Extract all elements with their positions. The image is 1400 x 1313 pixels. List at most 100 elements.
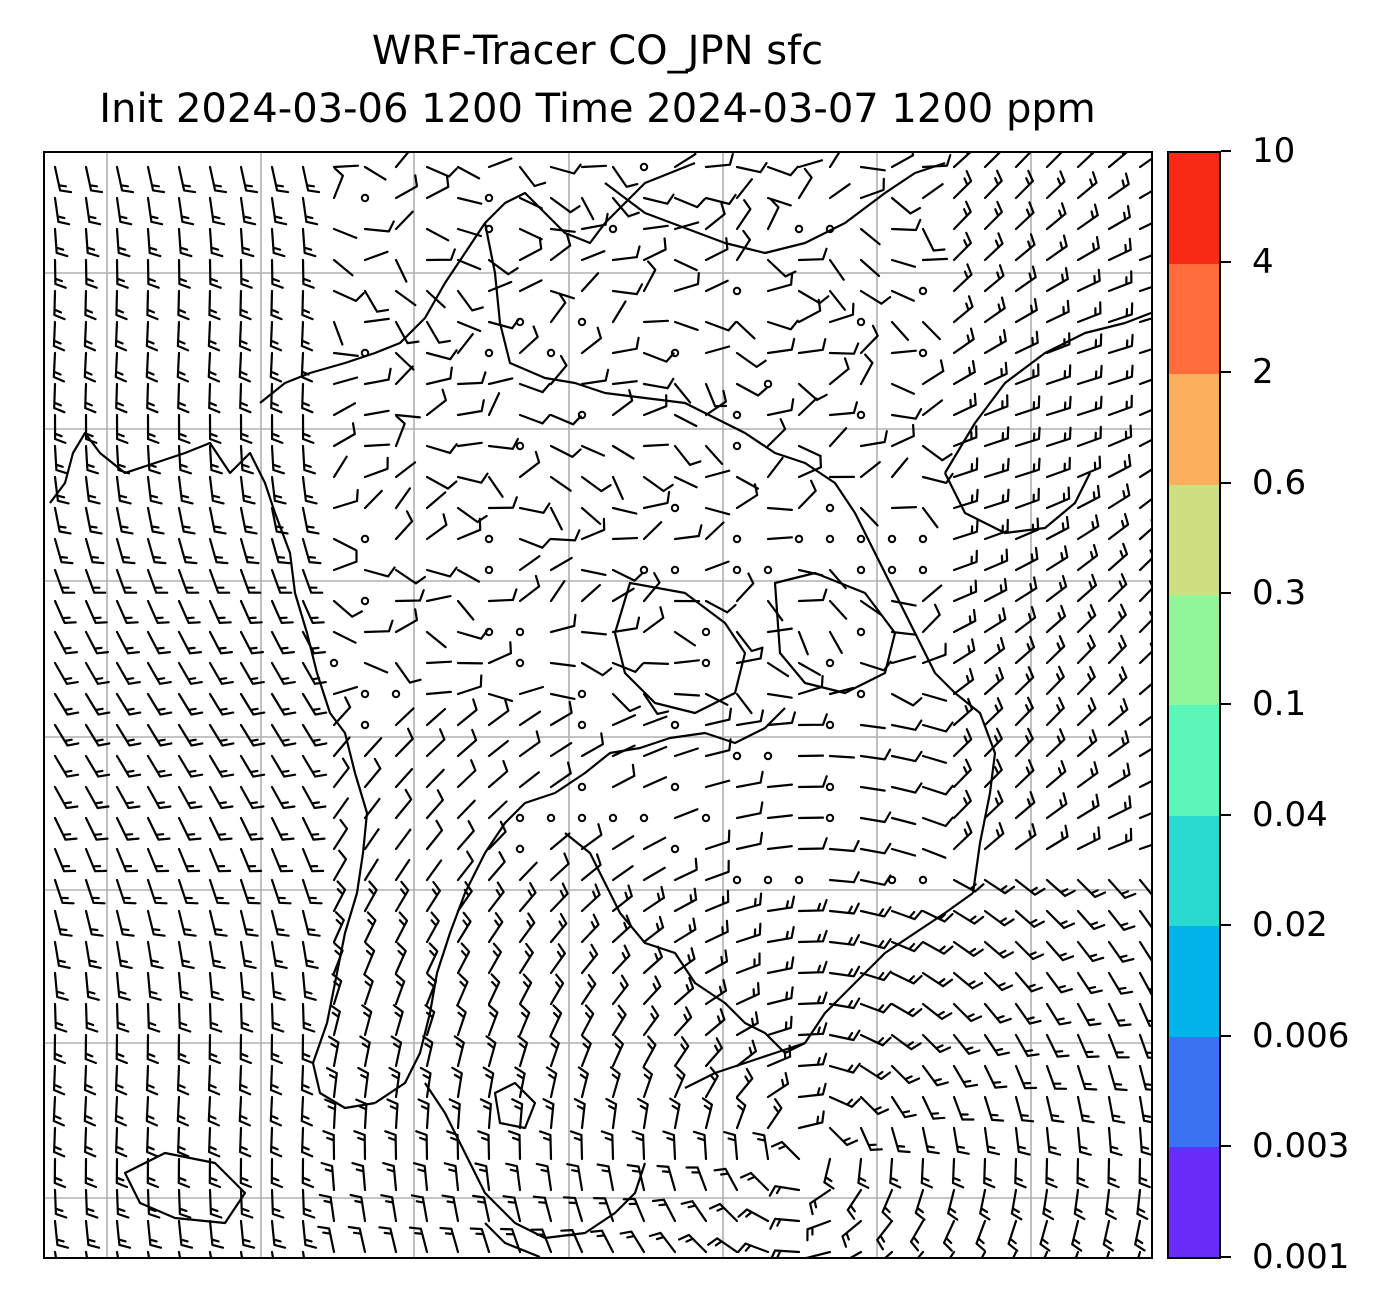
wind-barb	[890, 382, 915, 395]
wind-barb	[394, 828, 412, 851]
colorbar-tick-label: 0.3	[1252, 573, 1307, 614]
wind-barb	[83, 351, 96, 383]
wind-barb	[394, 210, 414, 231]
colorbar-segment	[1169, 594, 1219, 706]
wind-barb	[425, 942, 439, 975]
colorbar	[1167, 151, 1221, 1259]
wind-barb	[580, 853, 602, 882]
wind-barb	[363, 443, 391, 448]
wind-barb	[797, 479, 817, 510]
wind-barb	[208, 816, 233, 841]
wind-barb	[208, 475, 225, 505]
wind-barb	[53, 1033, 66, 1065]
wind-barb	[1045, 760, 1067, 789]
wind-barb	[580, 506, 602, 525]
wind-barb	[115, 723, 142, 747]
wind-barb	[239, 444, 254, 475]
wind-barb	[270, 196, 288, 226]
wind-barb	[797, 1052, 828, 1068]
wind-barb	[425, 819, 444, 851]
wind-barb	[270, 692, 297, 716]
wind-barb	[1107, 364, 1134, 386]
wind-barb	[53, 1188, 68, 1219]
wind-barb	[1107, 424, 1133, 448]
wind-barb	[456, 942, 471, 975]
wind-barb	[456, 517, 482, 541]
wind-barb	[269, 320, 283, 352]
wind-barb	[115, 1126, 128, 1158]
wind-barb	[270, 878, 292, 905]
wind-barb	[611, 568, 644, 582]
wind-barb	[1102, 1219, 1114, 1252]
wind-barb	[394, 608, 418, 634]
wind-barb	[84, 382, 97, 414]
colorbar-tick-label: 0.001	[1252, 1237, 1350, 1277]
wind-barb	[146, 785, 172, 810]
wind-barb	[208, 785, 234, 810]
wind-barb	[1014, 330, 1039, 355]
wind-barb	[332, 289, 365, 302]
wind-barb	[145, 320, 159, 352]
wind-barb	[239, 506, 258, 535]
wind-barb	[84, 692, 111, 716]
wind-barb	[549, 233, 572, 262]
wind-barb	[390, 1035, 403, 1068]
wind-barb	[52, 1064, 66, 1096]
wind-barb	[1138, 1126, 1151, 1156]
wind-barb	[456, 674, 483, 696]
wind-barb	[890, 289, 915, 302]
wind-barb	[456, 799, 476, 820]
wind-barb	[1107, 603, 1127, 634]
wind-barb	[441, 1194, 460, 1223]
wind-barb	[648, 1231, 677, 1254]
wind-barb	[115, 1002, 130, 1033]
wind-barb	[828, 871, 860, 884]
wind-barb	[456, 698, 478, 727]
calm-wind-marker	[360, 689, 370, 699]
calm-wind-marker	[825, 503, 835, 513]
wind-barb	[766, 165, 799, 177]
wind-barb	[301, 630, 326, 655]
wind-barb	[766, 319, 799, 331]
wind-barb	[177, 692, 204, 716]
calm-wind-marker	[670, 348, 680, 358]
wind-barb	[115, 227, 131, 258]
wind-barb	[735, 178, 753, 200]
wind-barb	[1045, 364, 1072, 386]
wind-barb	[580, 1035, 592, 1068]
wind-barb	[363, 409, 390, 417]
wind-barb	[425, 443, 458, 454]
wind-barb	[1076, 909, 1106, 931]
wind-barb	[239, 258, 253, 289]
colorbar-tick-label: 0.003	[1252, 1126, 1350, 1167]
wind-barb	[1107, 1002, 1132, 1027]
wind-barb	[301, 599, 325, 624]
wind-barb	[518, 555, 541, 572]
wind-barb	[704, 1008, 726, 1037]
wind-barb	[1138, 498, 1151, 510]
wind-barb	[239, 754, 266, 778]
wind-barb	[146, 382, 159, 414]
wind-barb	[239, 878, 261, 905]
wind-barb	[518, 710, 542, 727]
wind-barb	[425, 728, 446, 758]
wind-barb	[332, 376, 359, 386]
wind-barb	[456, 881, 473, 913]
wind-barb	[1014, 605, 1037, 634]
wind-barb	[508, 1130, 522, 1161]
calm-wind-marker	[360, 720, 370, 730]
wind-barb	[983, 488, 1010, 510]
wind-barb	[332, 911, 345, 944]
wind-barb	[1045, 202, 1067, 231]
calm-wind-marker	[763, 379, 773, 389]
wind-barb	[84, 258, 98, 289]
calm-wind-marker	[577, 317, 587, 327]
wind-barb	[1014, 940, 1045, 961]
wind-barb	[1045, 234, 1068, 262]
wind-barb	[611, 245, 641, 262]
wind-barb	[752, 1132, 770, 1161]
wind-barb	[269, 1064, 283, 1096]
wind-barb	[952, 295, 974, 324]
calm-wind-marker	[701, 813, 711, 823]
wind-barb	[239, 1250, 243, 1257]
